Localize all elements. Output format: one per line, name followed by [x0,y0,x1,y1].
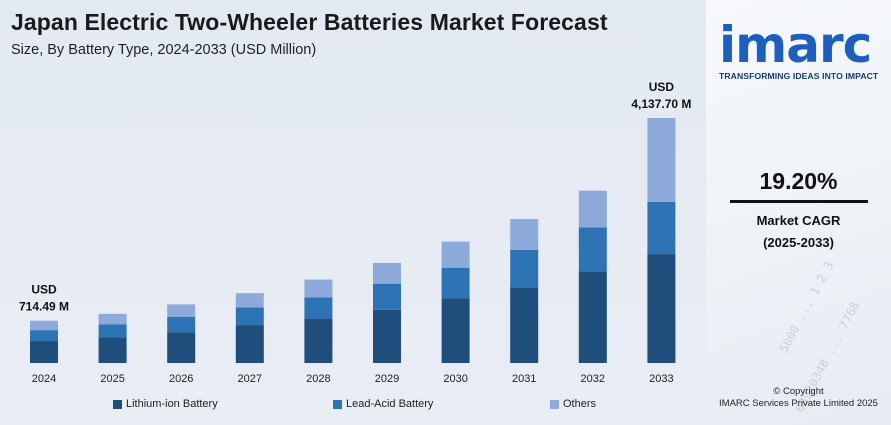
x-tick-label: 2024 [32,373,56,385]
bar-segment-lithium-ion-battery [441,298,470,363]
cagr-value: 19.20% [759,168,838,194]
total-label-unit: USD [649,80,675,94]
legend-label: Lithium-ion Battery [126,398,218,410]
bar-segment-lithium-ion-battery [510,287,539,363]
side-panel: 5000 ... 1 2 3 68920348 ... 7768 imarc T… [706,0,891,425]
bar-segment-lead-acid-battery [304,297,333,319]
bar-segment-others [30,320,58,331]
total-label-value: 4,137.70 M [631,97,691,111]
bar-segment-lead-acid-battery [373,283,401,310]
legend-label: Others [563,398,597,410]
logo-wordmark: imarc [719,16,872,74]
bar-segment-lithium-ion-battery [30,341,58,363]
chart-legend: Lithium-ion Battery Lead-Acid Battery Othe… [0,398,706,414]
legend-item: Others [550,398,596,410]
copyright-line-2: IMARC Services Private Limited 2025 [719,398,878,409]
bar-segment-lithium-ion-battery [98,337,127,363]
bar-segment-others [441,241,470,268]
legend-label: Lead-Acid Battery [346,398,434,410]
imarc-logo: imarc TRANSFORMING IDEAS INTO IMPACT [719,20,884,81]
legend-swatch [550,399,559,409]
legend-swatch [333,399,342,409]
bar-segment-others [647,118,676,202]
x-tick-label: 2031 [512,373,536,385]
x-tick-label: 2030 [443,373,467,385]
bar-segment-others [167,304,196,317]
bar-chart: 2024 2025 2026 2027 2028 2029 2030 2031 2032 2033… [19,80,691,385]
bar-segment-others [578,190,607,228]
copyright-line-1: © Copyright [773,386,824,397]
legend-item: Lithium-ion Battery [113,398,218,410]
bar-segment-lead-acid-battery [578,227,607,272]
x-tick-label: 2028 [306,373,330,385]
bar-segment-lead-acid-battery [98,324,127,338]
bar-segment-lithium-ion-battery [578,271,607,363]
cagr-period: (2025-2033) [763,235,834,250]
bar-segment-lithium-ion-battery [167,332,196,363]
cagr-divider [730,200,868,203]
legend-swatch [113,399,122,409]
total-label-value: 714.49 M [19,300,69,314]
cagr-label: Market CAGR [756,213,841,228]
bar-segment-lead-acid-battery [167,316,196,333]
bar-segment-lead-acid-battery [441,267,470,299]
x-tick-label: 2025 [100,373,124,385]
bar-segment-others [510,219,539,250]
x-tick-label: 2029 [375,373,399,385]
bar-segment-lithium-ion-battery [647,254,676,363]
bar-segment-others [98,313,127,325]
bar-segment-others [373,262,401,284]
chart-title: Japan Electric Two-Wheeler Batteries Mar… [11,9,608,35]
legend-item: Lead-Acid Battery [333,398,433,410]
bar-segment-lead-acid-battery [30,330,58,342]
bar-segment-lithium-ion-battery [235,325,264,363]
bar-segment-others [304,279,333,298]
bar-segment-lead-acid-battery [647,201,676,255]
x-tick-label: 2026 [169,373,193,385]
x-tick-label: 2027 [238,373,262,385]
bar-segment-lead-acid-battery [510,249,539,288]
chart-subtitle: Size, By Battery Type, 2024-2033 (USD Mi… [11,42,317,58]
bar-segment-lead-acid-battery [235,307,264,326]
logo-tagline: TRANSFORMING IDEAS INTO IMPACT [719,71,879,81]
bar-segment-others [235,293,264,308]
x-tick-label: 2033 [649,373,673,385]
bar-segment-lithium-ion-battery [304,318,333,363]
x-tick-label: 2032 [581,373,605,385]
total-label-unit: USD [31,283,57,297]
bar-segment-lithium-ion-battery [373,309,401,363]
chart-area: Japan Electric Two-Wheeler Batteries Mar… [0,0,706,425]
